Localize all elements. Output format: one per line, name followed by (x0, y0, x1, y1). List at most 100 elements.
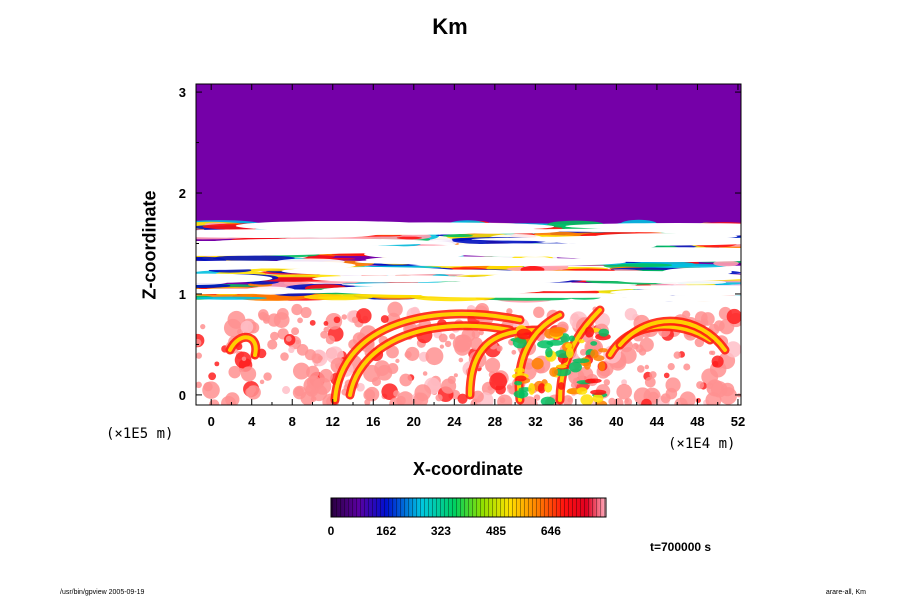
plume-blob (363, 388, 376, 401)
x-tick-label: 48 (690, 414, 704, 429)
plume-blob (489, 372, 508, 391)
plume-blob (638, 348, 647, 356)
plume-blob (282, 386, 291, 395)
plume-column (553, 368, 572, 377)
plume-blob (682, 310, 691, 319)
plume-core (618, 319, 727, 352)
plume-blob (471, 390, 484, 403)
plume-blob (454, 334, 473, 352)
plume-column (557, 382, 565, 390)
plume-blob (306, 365, 320, 379)
plume-blob (439, 344, 445, 349)
plume-column (590, 389, 607, 395)
plume-blob (399, 373, 413, 387)
band-streak (321, 285, 546, 296)
plume-core (517, 313, 562, 402)
x-axis-label: X-coordinate (412, 459, 523, 479)
band-streak (662, 267, 732, 277)
plume-blob (263, 372, 272, 381)
plume-blob (196, 352, 202, 359)
plot-frame (195, 83, 742, 406)
plume-column (565, 342, 573, 349)
heatmap-field (196, 84, 741, 405)
x-tick-label: 32 (528, 414, 542, 429)
plume-blob (196, 381, 202, 389)
band-streak (606, 224, 741, 231)
plume-blob (616, 383, 632, 400)
plume-blob (208, 372, 217, 381)
plume-blob (683, 363, 691, 371)
x-tick-label: 44 (650, 414, 665, 429)
plume-blob (649, 371, 657, 379)
y-axis: 0 1 2 3 (179, 85, 741, 403)
plume-column (537, 383, 546, 394)
plume-column (568, 361, 583, 373)
plume-blob (333, 316, 341, 324)
plume-blob (425, 347, 444, 366)
colorbar-tick-label: 162 (376, 524, 396, 538)
band-eddy (616, 263, 673, 268)
plume-blob (325, 335, 335, 345)
plume-column (544, 382, 553, 393)
plume-column (528, 383, 536, 395)
y-tick-label: 1 (179, 287, 186, 302)
band-streak (610, 288, 741, 296)
plume-blob (706, 379, 724, 397)
plume-blob (457, 393, 468, 404)
plume-column (549, 367, 559, 377)
plume-blob (695, 397, 701, 403)
plume-blob (440, 378, 457, 394)
time-annotation: t=700000 s (650, 540, 712, 554)
plume-blob (641, 398, 652, 405)
plume-blob (320, 330, 329, 339)
plume-column (565, 347, 574, 359)
band-eddy (396, 236, 422, 240)
band-eddy (265, 274, 341, 278)
band-streak (196, 247, 357, 256)
band-streak (411, 257, 627, 267)
plume-column (513, 390, 529, 399)
plume-blob (404, 351, 412, 359)
plume-blob (295, 339, 300, 345)
plume-blob (725, 341, 741, 358)
plume-column (540, 396, 556, 405)
plume-column (590, 341, 598, 346)
plume-blob (310, 384, 328, 402)
plume-blob (673, 351, 681, 359)
band-streak (196, 289, 353, 295)
plume-core (333, 312, 522, 402)
x-tick-label: 20 (407, 414, 421, 429)
plume-blob (663, 372, 670, 379)
y-axis-label: Z-coordinate (139, 190, 160, 300)
plume-blob (644, 364, 650, 370)
plume-blob (214, 361, 220, 367)
plume-blob (533, 306, 545, 318)
y-unit-label: (×1E5 m) (106, 426, 174, 442)
plume-column (556, 364, 567, 369)
band-eddy (442, 234, 473, 238)
x-unit-label: (×1E4 m) (668, 436, 736, 452)
plume-column (592, 393, 604, 403)
plume-column (578, 339, 585, 344)
plume-blob (422, 371, 428, 376)
x-tick-label: 8 (289, 414, 296, 429)
plume-blob (291, 327, 300, 336)
plume-column (598, 348, 608, 353)
x-tick-label: 12 (326, 414, 340, 429)
band-streak (609, 273, 697, 283)
footer-left: /usr/bin/gpview 2005-09-19 (60, 589, 145, 596)
plume-blob (311, 353, 323, 364)
plume-blob (696, 381, 705, 390)
plume-blob (438, 333, 448, 343)
plume-blob (458, 357, 464, 363)
plume-blob (624, 398, 629, 404)
plume-blob (386, 345, 399, 359)
plume-column (512, 337, 527, 349)
band-streak (281, 267, 458, 276)
plume-blob (667, 362, 675, 371)
plume-column (514, 367, 525, 374)
plume-blob (496, 345, 503, 352)
chart-title: Km (432, 14, 468, 39)
